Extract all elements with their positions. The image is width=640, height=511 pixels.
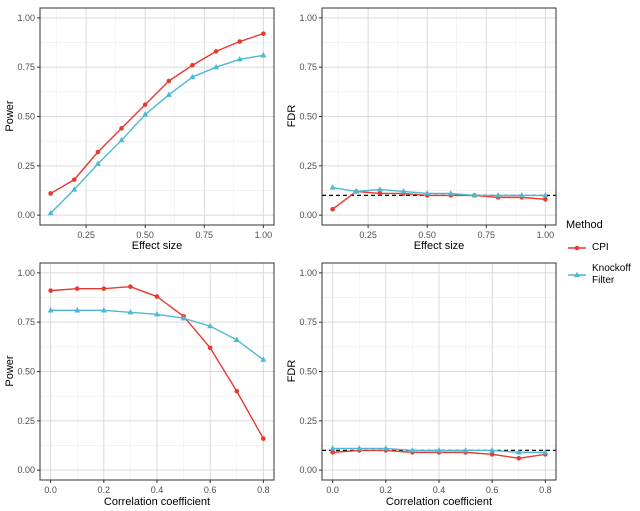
legend: Method CPI Knockoff Filter xyxy=(564,0,640,511)
legend-title: Method xyxy=(566,218,603,231)
svg-text:0.75: 0.75 xyxy=(17,62,35,72)
knockoff-filter-line-marker-icon xyxy=(568,271,586,277)
svg-text:0.25: 0.25 xyxy=(77,230,95,240)
legend-item-knockoff-filter: Knockoff Filter xyxy=(566,263,638,287)
svg-text:0.2: 0.2 xyxy=(98,485,111,495)
panel-power-vs-effect-size: 0.25 0.50 0.75 1.00 0.00 0.25 0.50 0.75 1.00 Pow… xyxy=(0,0,282,255)
panel-power-vs-correlation: 0.0 0.2 0.4 0.6 0.8 0.00 0.25 0.50 0.75 1.00 Powe… xyxy=(0,255,282,511)
svg-text:1.00: 1.00 xyxy=(299,13,317,23)
y-axis-title-fdr: FDR xyxy=(286,104,298,128)
svg-text:0.50: 0.50 xyxy=(299,367,317,377)
svg-text:0.25: 0.25 xyxy=(299,416,317,426)
svg-text:0.00: 0.00 xyxy=(17,465,35,475)
svg-text:0.75: 0.75 xyxy=(478,230,496,240)
x-axis-title-effect-size: Effect size xyxy=(413,240,465,252)
panel-fdr-vs-correlation: 0.0 0.2 0.4 0.6 0.8 0.00 0.25 0.50 0.75 1.00 FDR … xyxy=(282,255,564,511)
svg-text:0.25: 0.25 xyxy=(359,230,377,240)
x-axis-title-correlation: Correlation coefficient xyxy=(103,496,211,508)
plot-fdr-vs-effect-size: 0.25 0.50 0.75 1.00 0.00 0.25 0.50 0.75 1.00 xyxy=(299,7,557,240)
svg-text:1.00: 1.00 xyxy=(17,268,35,278)
svg-text:0.50: 0.50 xyxy=(17,112,35,122)
svg-text:0.0: 0.0 xyxy=(44,485,57,495)
svg-text:0.00: 0.00 xyxy=(299,210,317,220)
y-axis-title-fdr: FDR xyxy=(286,359,298,383)
svg-text:1.00: 1.00 xyxy=(299,268,317,278)
svg-text:1.00: 1.00 xyxy=(17,13,35,23)
svg-text:0.4: 0.4 xyxy=(433,485,446,495)
svg-text:0.50: 0.50 xyxy=(418,230,436,240)
svg-text:0.8: 0.8 xyxy=(539,485,552,495)
svg-text:0.75: 0.75 xyxy=(299,62,317,72)
svg-text:0.6: 0.6 xyxy=(204,485,217,495)
svg-text:0.4: 0.4 xyxy=(151,485,164,495)
svg-text:0.25: 0.25 xyxy=(299,161,317,171)
legend-item-cpi: CPI xyxy=(566,239,638,257)
legend-label-cpi: CPI xyxy=(592,241,609,253)
svg-text:0.50: 0.50 xyxy=(17,367,35,377)
svg-text:0.50: 0.50 xyxy=(136,230,154,240)
svg-text:0.0: 0.0 xyxy=(326,485,339,495)
plot-power-vs-effect-size: 0.25 0.50 0.75 1.00 0.00 0.25 0.50 0.75 1.00 xyxy=(17,7,275,240)
svg-text:0.6: 0.6 xyxy=(486,485,499,495)
svg-text:0.2: 0.2 xyxy=(380,485,393,495)
legend-label-knockoff-filter: Knockoff Filter xyxy=(592,262,631,286)
svg-text:0.75: 0.75 xyxy=(299,317,317,327)
svg-text:0.75: 0.75 xyxy=(17,317,35,327)
plot-power-vs-correlation: 0.0 0.2 0.4 0.6 0.8 0.00 0.25 0.50 0.75 1.00 xyxy=(17,262,275,495)
panel-fdr-vs-effect-size: 0.25 0.50 0.75 1.00 0.00 0.25 0.50 0.75 1.00 FDR… xyxy=(282,0,564,255)
svg-text:0.25: 0.25 xyxy=(17,416,35,426)
svg-text:0.8: 0.8 xyxy=(257,485,270,495)
x-axis-title-effect-size: Effect size xyxy=(131,240,183,252)
svg-text:0.25: 0.25 xyxy=(17,161,35,171)
plot-fdr-vs-correlation: 0.0 0.2 0.4 0.6 0.8 0.00 0.25 0.50 0.75 1.00 xyxy=(299,262,557,495)
cpi-line-marker-icon xyxy=(568,245,586,250)
svg-text:0.75: 0.75 xyxy=(196,230,214,240)
y-axis-title-power: Power xyxy=(4,100,16,132)
svg-text:1.00: 1.00 xyxy=(537,230,555,240)
y-axis-title-power: Power xyxy=(4,355,16,387)
plots-grid: 0.25 0.50 0.75 1.00 0.00 0.25 0.50 0.75 1.00 Pow… xyxy=(0,0,564,511)
svg-text:0.00: 0.00 xyxy=(17,210,35,220)
svg-text:0.50: 0.50 xyxy=(299,112,317,122)
x-axis-title-correlation: Correlation coefficient xyxy=(385,496,493,508)
svg-text:0.00: 0.00 xyxy=(299,465,317,475)
svg-text:1.00: 1.00 xyxy=(255,230,273,240)
